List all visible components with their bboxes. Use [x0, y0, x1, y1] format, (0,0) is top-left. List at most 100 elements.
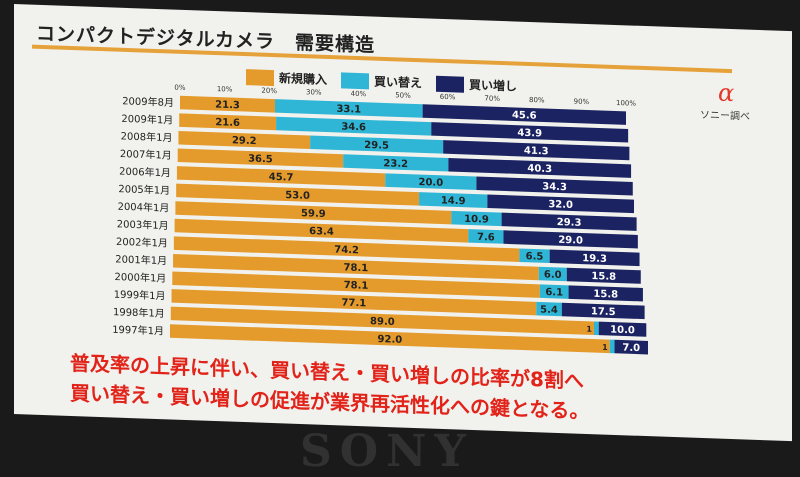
category-label: 2008年1月	[121, 129, 173, 144]
bar-segment-1	[276, 116, 432, 136]
x-tick-label: 10%	[217, 85, 233, 94]
x-tick-label: 0%	[174, 84, 185, 92]
presentation-slide: コンパクトデジタルカメラ 需要構造 α ソニー調べ 新規購入 買い替え 買い増し 0…	[14, 4, 792, 442]
x-tick-label: 20%	[261, 87, 277, 96]
data-label: 77.1	[342, 298, 367, 310]
bar-segment-2	[566, 267, 641, 284]
data-label: 43.9	[517, 128, 542, 140]
data-label: 78.1	[344, 280, 369, 292]
bar-segment-1	[593, 321, 599, 336]
bar-segment-0	[179, 113, 277, 131]
x-tick-label: 100%	[616, 99, 636, 108]
data-label: 41.3	[524, 146, 549, 158]
data-label: 36.5	[248, 153, 273, 165]
data-label: 32.0	[548, 199, 573, 211]
x-tick-label: 40%	[351, 90, 367, 99]
bar-segment-1	[609, 339, 615, 354]
bar-segment-1	[310, 135, 444, 154]
data-label: 15.8	[593, 289, 618, 301]
data-label: 17.5	[591, 306, 616, 318]
bar-segment-0	[180, 95, 275, 113]
x-tick-label: 90%	[574, 98, 590, 107]
data-label: 5.4	[540, 304, 558, 316]
data-label: 29.2	[232, 135, 257, 147]
bar-segment-1	[419, 192, 488, 209]
data-label: 1	[586, 325, 592, 334]
bar-segment-2	[487, 194, 635, 214]
data-label: 59.9	[301, 208, 326, 220]
bar-segment-0	[177, 148, 344, 168]
data-label: 89.0	[370, 316, 395, 328]
data-label: 92.0	[378, 334, 403, 346]
data-label: 29.0	[558, 235, 583, 247]
bar-segment-2	[443, 140, 630, 161]
category-label: 2001年1月	[115, 252, 167, 267]
data-label: 7.0	[622, 343, 640, 355]
bar-segment-2	[568, 285, 643, 302]
bar-segment-2	[503, 230, 638, 249]
category-label: 2005年1月	[118, 182, 170, 197]
bar-segment-2	[476, 176, 633, 196]
bar-segment-1	[539, 284, 569, 299]
data-label: 34.6	[341, 122, 366, 134]
data-label: 34.3	[542, 181, 567, 193]
x-tick-label: 60%	[440, 93, 456, 102]
sony-logo: SONY	[300, 426, 474, 477]
data-label: 21.6	[215, 117, 240, 129]
x-tick-label: 70%	[484, 94, 500, 103]
data-label: 6.0	[544, 269, 562, 281]
x-tick-label: 80%	[529, 96, 545, 105]
bar-segment-0	[173, 236, 520, 262]
bar-segment-2	[501, 212, 637, 231]
data-label: 29.3	[557, 217, 582, 229]
category-label: 1997年1月	[112, 323, 164, 338]
data-label: 10.0	[610, 325, 635, 337]
category-label: 2007年1月	[120, 147, 172, 162]
bar-segment-1	[451, 210, 502, 227]
bar-segment-0	[175, 201, 452, 225]
data-label: 63.4	[309, 226, 334, 238]
data-label: 14.9	[441, 195, 466, 207]
data-label: 45.7	[269, 172, 294, 184]
bar-segment-2	[422, 104, 626, 125]
data-label: 6.5	[526, 251, 544, 263]
bar-segment-1	[538, 266, 567, 282]
data-label: 29.5	[364, 140, 389, 152]
x-tick-label: 50%	[395, 91, 411, 100]
bar-segment-0	[174, 218, 469, 243]
category-label: 2003年1月	[117, 217, 169, 232]
bar-segment-1	[343, 154, 449, 172]
category-label: 2009年8月	[122, 94, 174, 109]
category-label: 2004年1月	[118, 200, 170, 215]
bar-segment-0	[172, 271, 540, 298]
bar-segment-0	[173, 253, 539, 281]
data-label: 15.8	[591, 271, 616, 283]
category-label: 2002年1月	[116, 235, 168, 250]
bar-segment-2	[549, 249, 640, 267]
bar-segment-2	[561, 302, 645, 320]
bar-segment-1	[468, 229, 504, 244]
bar-segment-1	[385, 173, 477, 191]
category-label: 1998年1月	[113, 305, 165, 320]
bar-segment-1	[536, 301, 562, 317]
bar-segment-0	[176, 183, 420, 206]
data-label: 6.1	[545, 287, 563, 299]
bar-segment-0	[170, 306, 594, 335]
data-label: 1	[602, 343, 608, 352]
data-label: 10.9	[464, 214, 489, 226]
bar-segment-0	[170, 324, 610, 354]
data-label: 20.0	[418, 177, 443, 189]
category-label: 2009年1月	[121, 112, 173, 127]
category-label: 2000年1月	[115, 270, 167, 285]
bar-segment-1	[274, 99, 423, 118]
data-label: 19.3	[582, 253, 607, 265]
data-label: 7.6	[477, 232, 495, 244]
data-label: 23.2	[383, 158, 408, 170]
bar-segment-2	[448, 157, 632, 178]
data-label: 21.3	[215, 100, 240, 112]
bar-segment-1	[519, 248, 550, 264]
x-tick-label: 30%	[306, 88, 322, 97]
data-label: 40.3	[527, 163, 552, 175]
data-label: 53.0	[285, 190, 310, 202]
data-label: 45.6	[512, 110, 537, 122]
